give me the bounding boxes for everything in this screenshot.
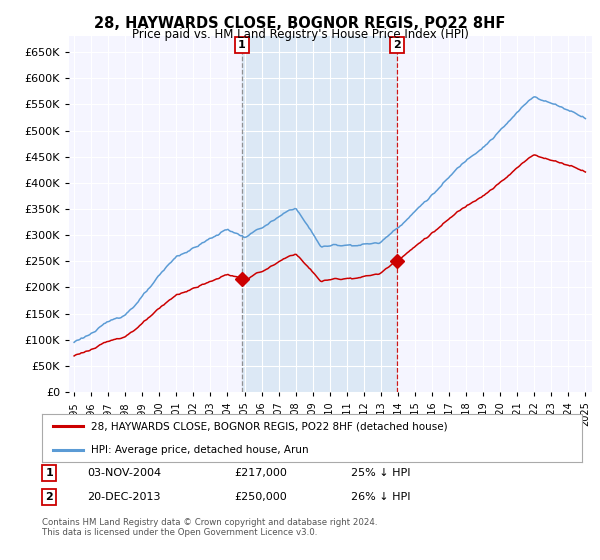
- Text: HPI: Average price, detached house, Arun: HPI: Average price, detached house, Arun: [91, 445, 308, 455]
- Text: Price paid vs. HM Land Registry's House Price Index (HPI): Price paid vs. HM Land Registry's House …: [131, 28, 469, 41]
- Text: £217,000: £217,000: [234, 468, 287, 478]
- Text: 2: 2: [46, 492, 53, 502]
- Text: Contains HM Land Registry data © Crown copyright and database right 2024.
This d: Contains HM Land Registry data © Crown c…: [42, 518, 377, 538]
- Text: £250,000: £250,000: [234, 492, 287, 502]
- Text: 03-NOV-2004: 03-NOV-2004: [87, 468, 161, 478]
- Text: 1: 1: [238, 40, 245, 50]
- Text: 28, HAYWARDS CLOSE, BOGNOR REGIS, PO22 8HF: 28, HAYWARDS CLOSE, BOGNOR REGIS, PO22 8…: [94, 16, 506, 31]
- Text: 25% ↓ HPI: 25% ↓ HPI: [351, 468, 410, 478]
- Text: 2: 2: [394, 40, 401, 50]
- Text: 1: 1: [46, 468, 53, 478]
- Text: 28, HAYWARDS CLOSE, BOGNOR REGIS, PO22 8HF (detached house): 28, HAYWARDS CLOSE, BOGNOR REGIS, PO22 8…: [91, 421, 447, 431]
- Text: 20-DEC-2013: 20-DEC-2013: [87, 492, 161, 502]
- Text: 26% ↓ HPI: 26% ↓ HPI: [351, 492, 410, 502]
- Bar: [242, 36, 397, 392]
